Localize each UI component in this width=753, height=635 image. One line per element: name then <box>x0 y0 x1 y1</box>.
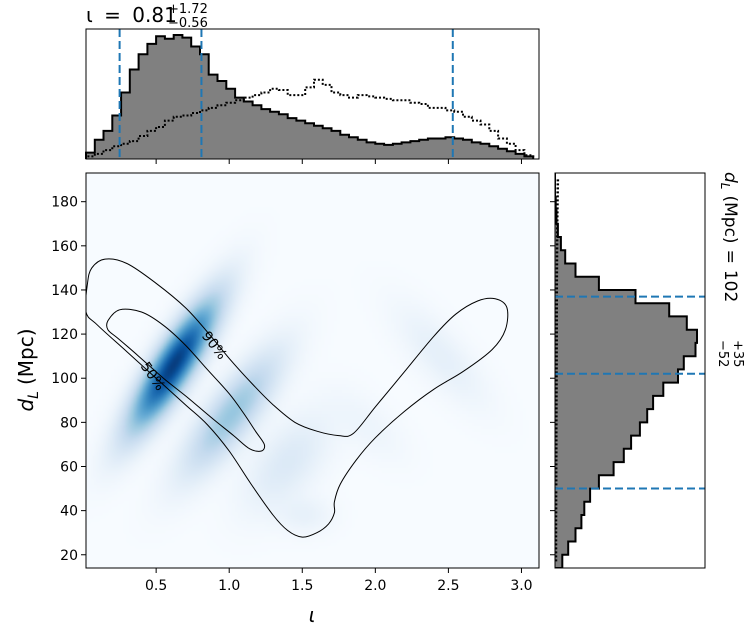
top-prior-line <box>85 78 535 159</box>
joint-density-heatmap <box>86 173 539 568</box>
joint-y-axis: 20 40 60 80 100 120 140 160 180 <box>51 195 86 564</box>
right-title-eq: = <box>720 250 740 264</box>
right-title-minus: −52 <box>715 340 730 367</box>
y-tick-label: 60 <box>60 459 78 475</box>
right-title-plus: +35 <box>730 340 745 367</box>
top-title: ι = 0.81 <box>86 3 177 27</box>
right-title: dL (Mpc) = 102 +35 −52 <box>715 172 745 367</box>
top-posterior-fill <box>86 35 534 159</box>
x-tick-label: 3.0 <box>510 578 532 594</box>
contour-line-50 <box>106 308 266 452</box>
right-title-symbol: d <box>720 172 740 183</box>
right-prior-line <box>555 177 560 562</box>
right-marginal-frame <box>554 172 706 569</box>
top-marginal-frame <box>85 28 540 160</box>
y-tick-label: 160 <box>51 239 78 255</box>
y-tick-label: 100 <box>51 371 78 387</box>
top-title-minus: −0.56 <box>168 16 208 31</box>
joint-frame <box>85 172 540 569</box>
right-marginal-histogram <box>555 173 705 568</box>
right-title-median: 102 <box>720 270 740 302</box>
y-tick-label: 20 <box>60 548 78 564</box>
joint-panel: 50%90% 0.5 1.0 1.5 2.0 2.5 3.0 20406080100120… <box>14 172 540 627</box>
top-marginal-panel: ι = 0.81 +1.72 −0.56 <box>85 2 540 164</box>
top-title-median: 0.81 <box>132 3 177 27</box>
y-axis-label-symbol: d <box>14 399 38 412</box>
x-tick-label: 0.5 <box>145 578 167 594</box>
x-tick-label: 1.0 <box>218 578 240 594</box>
top-posterior-outline <box>85 34 535 159</box>
y-tick-label: 180 <box>51 195 78 211</box>
x-tick-label: 2.0 <box>364 578 386 594</box>
right-marginal-panel: dL (Mpc) = 102 +35 −52 <box>550 172 745 569</box>
right-hist-clip <box>555 173 698 568</box>
right-title-unit: (Mpc) <box>720 195 740 243</box>
y-tick-label: 140 <box>51 283 78 299</box>
svg-text:dL(Mpc): dL (Mpc) <box>14 328 42 411</box>
contour-line-90 <box>86 258 509 538</box>
top-marginal-histogram <box>85 29 535 159</box>
svg-text:dL(Mpc)=102: dL (Mpc) = 102 <box>718 172 740 302</box>
y-axis-label-sub: L <box>26 391 42 399</box>
right-marginal-yticks <box>550 201 555 556</box>
y-axis-label-unit: (Mpc) <box>14 328 38 385</box>
joint-x-axis: 0.5 1.0 1.5 2.0 2.5 3.0 <box>145 568 533 594</box>
right-posterior-fill <box>555 173 697 568</box>
x-tick-label: 1.5 <box>291 578 313 594</box>
top-marginal-xticks <box>155 159 522 164</box>
top-title-plus: +1.72 <box>168 2 208 17</box>
y-tick-label: 40 <box>60 504 78 520</box>
x-axis-label: ι <box>309 603 316 627</box>
top-title-symbol: ι <box>86 3 93 27</box>
y-axis-label: dL (Mpc) <box>14 328 42 411</box>
y-tick-label: 120 <box>51 327 78 343</box>
top-title-eq: = <box>104 3 121 27</box>
y-tick-label: 80 <box>60 415 78 431</box>
right-title-sub: L <box>718 183 732 190</box>
x-tick-label: 2.5 <box>437 578 459 594</box>
right-posterior-outline <box>555 173 698 568</box>
